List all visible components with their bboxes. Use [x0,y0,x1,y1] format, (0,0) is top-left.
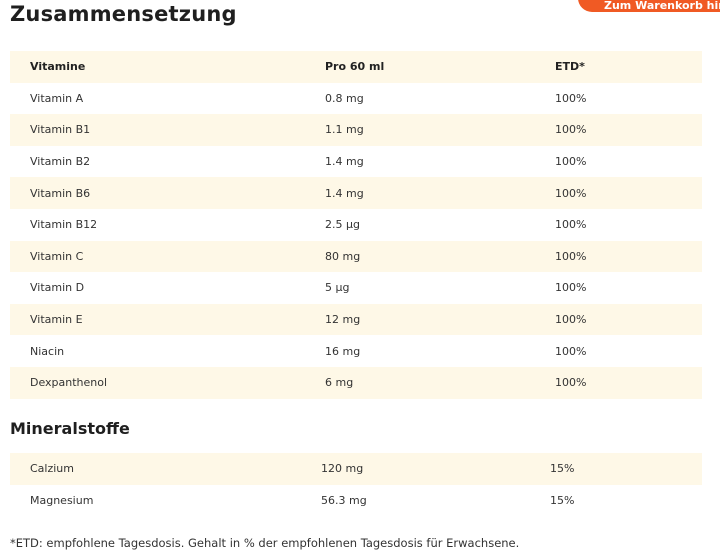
nutrient-name: Vitamin E [10,303,325,336]
nutrient-name: Vitamin A [30,91,84,105]
table-row: Vitamin D 5 µg 100% [10,272,702,304]
nutrient-etd: 100% [555,303,702,336]
nutrient-etd: 15% [550,493,575,507]
nutrient-amount: 2.5 µg [325,218,360,232]
nutrient-name: Vitamin B1 [10,114,325,146]
nutrient-amount: 1.4 mg [325,155,364,169]
nutrient-etd: 100% [555,218,587,232]
table-row: Vitamin B2 1.4 mg 100% [10,146,702,178]
table-row: Vitamin C 80 mg 100% [10,240,702,273]
nutrient-etd: 100% [555,366,702,399]
add-to-cart-button[interactable]: Zum Warenkorb hinzufügen [578,0,720,12]
nutrient-amount: 16 mg [325,344,361,358]
column-header-vitamine: Vitamine [10,51,325,83]
nutrient-amount: 56.3 mg [321,493,367,507]
minerals-table: Calzium 120 mg 15% Magnesium 56.3 mg 15% [10,453,702,516]
table-row: Calzium 120 mg 15% [10,453,702,485]
nutrient-name: Vitamin D [30,281,85,295]
nutrient-amount: 12 mg [325,303,555,336]
nutrient-amount: 0.8 mg [325,91,364,105]
table-row: Vitamin B12 2.5 µg 100% [10,209,702,241]
nutrient-etd: 100% [555,114,702,146]
nutrient-name: Vitamin B2 [30,155,91,169]
nutrient-etd: 100% [555,155,587,169]
section-title-minerals: Mineralstoffe [10,419,130,438]
nutrient-etd: 15% [550,453,702,485]
table-row: Vitamin E 12 mg 100% [10,303,702,336]
page-title: Zusammensetzung [10,2,237,26]
nutrient-amount: 5 µg [325,281,350,295]
nutrient-etd: 100% [555,281,587,295]
nutrient-name: Vitamin C [10,240,325,273]
vitamins-table: Vitamine Pro 60 ml ETD* Vitamin A 0.8 mg… [10,51,702,399]
nutrient-name: Calzium [10,453,321,485]
nutrient-name: Vitamin B6 [10,177,325,209]
nutrient-name: Dexpanthenol [10,366,325,399]
footnote: *ETD: empfohlene Tagesdosis. Gehalt in %… [10,536,520,550]
table-header-row: Vitamine Pro 60 ml ETD* [10,51,702,83]
nutrient-name: Niacin [30,344,65,358]
nutrient-name: Vitamin B12 [30,218,98,232]
nutrient-amount: 1.4 mg [325,177,555,209]
nutrient-etd: 100% [555,91,587,105]
column-header-pro-60-ml: Pro 60 ml [325,51,555,83]
table-row: Magnesium 56.3 mg 15% [10,485,702,517]
nutrient-etd: 100% [555,177,702,209]
nutrient-amount: 80 mg [325,240,555,273]
nutrient-amount: 1.1 mg [325,114,555,146]
table-row: Dexpanthenol 6 mg 100% [10,366,702,399]
table-row: Vitamin A 0.8 mg 100% [10,83,702,115]
table-row: Vitamin B1 1.1 mg 100% [10,114,702,146]
nutrient-amount: 120 mg [321,453,550,485]
nutrient-amount: 6 mg [325,366,555,399]
nutrient-etd: 100% [555,344,587,358]
nutrient-name: Magnesium [30,493,94,507]
table-row: Vitamin B6 1.4 mg 100% [10,177,702,209]
nutrient-etd: 100% [555,240,702,273]
table-row: Niacin 16 mg 100% [10,335,702,367]
column-header-etd: ETD* [555,51,702,83]
